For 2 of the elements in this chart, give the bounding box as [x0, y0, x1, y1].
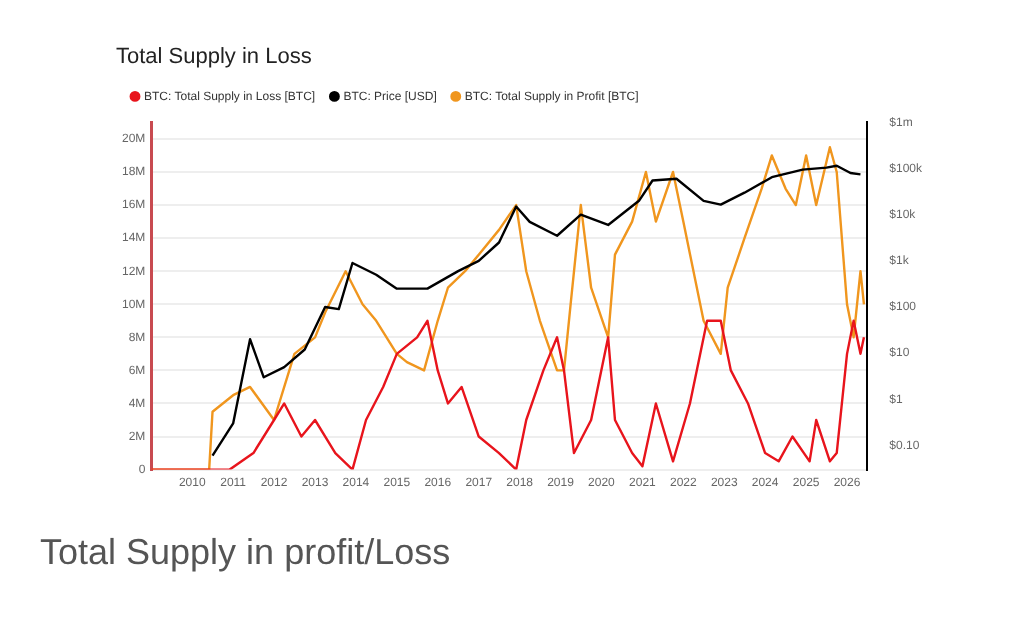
chart-title: Total Supply in Loss	[116, 45, 313, 70]
text: Total Supply in profit/Loss	[40, 532, 453, 574]
